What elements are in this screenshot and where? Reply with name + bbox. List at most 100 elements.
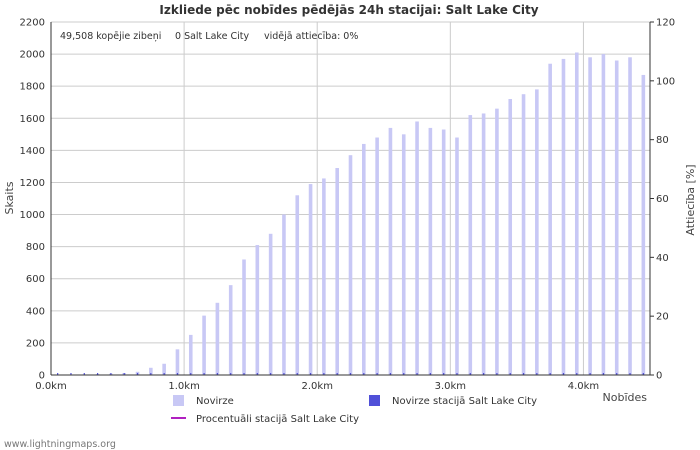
bar-novirze [375,137,379,375]
bar-station [376,373,378,375]
y-tick-label-left: 200 [26,338,45,349]
y-tick-label-right: 40 [656,253,669,264]
bars [55,52,646,376]
bar-novirze [455,137,459,375]
bar-novirze [322,178,326,375]
bar-novirze [188,334,193,375]
legend-swatch-novirze [173,395,184,406]
bar-novirze [441,129,446,375]
bar-station [642,373,644,375]
bar-station [150,373,152,375]
bar-novirze [401,134,406,375]
bar-station [70,373,72,375]
y-tick-label-left: 1000 [20,210,45,221]
y-tick-label-right: 0 [656,371,662,382]
bar-station [483,373,485,375]
bar-station [110,373,112,375]
bar-novirze [495,108,499,376]
legend-label-novirze: Novirze [196,396,234,407]
bar-novirze [149,367,153,375]
y-tick-label-left: 2000 [20,50,45,61]
bar-station [163,373,165,375]
y-tick-label-left: 600 [26,274,45,285]
info-station: 0 Salt Lake City [175,31,249,42]
y-tick-label-left: 1200 [20,178,45,189]
bar-station [456,373,458,375]
bar-novirze [348,155,353,375]
y-tick-label-right: 80 [656,135,669,146]
y-tick-label-right: 60 [656,194,669,205]
bar-novirze [268,233,273,375]
x-tick-label: 1.0km [168,381,199,392]
bar-station [536,373,538,375]
bar-novirze [282,214,286,375]
bar-station [509,373,511,375]
bar-station [469,373,471,375]
bar-station [83,373,85,375]
bar-novirze [202,315,206,375]
bar-station [243,373,245,375]
bar-novirze [508,99,513,375]
y-tick-label-left: 2200 [20,18,45,29]
ticks: 0200400600800100012001400160018002000220… [20,18,676,393]
footer-credit: www.lightningmaps.org [4,439,116,450]
bar-novirze [335,168,339,375]
legend: Novirze Novirze stacijā Salt Lake City P… [171,395,537,425]
bar-station [57,373,59,375]
y-tick-label-left: 1400 [20,146,45,157]
x-tick-label: 2.0km [302,381,333,392]
bar-novirze [548,63,552,376]
x-tick-label: 4.0km [568,381,599,392]
bar-novirze [428,127,433,376]
bar-novirze [628,57,632,376]
x-tick-label: 3.0km [435,381,466,392]
bar-station [283,373,285,375]
bar-station [96,373,99,375]
bar-station [602,373,605,375]
bar-station [616,373,618,375]
bar-station [256,373,258,375]
bar-station [429,373,431,375]
bar-novirze [614,60,619,375]
bar-station [309,373,312,375]
bar-station [216,373,218,375]
bar-station [576,373,578,375]
x-axis-label: Nobīdes [603,391,648,404]
bar-novirze [561,58,566,376]
y-tick-label-left: 400 [26,306,45,317]
info-ratio: vidējā attiecība: 0% [264,31,358,42]
bar-station [443,373,445,375]
bar-station [589,373,591,375]
bar-novirze [468,115,473,376]
bar-novirze [242,259,246,375]
x-tick-label: 0.0km [35,381,66,392]
bar-station [416,373,418,375]
bar-station [549,373,551,375]
bar-station [562,373,565,375]
chart-title: Izkliede pēc nobīdes pēdējās 24h stacija… [159,3,538,17]
bar-station [230,373,232,375]
bar-novirze [388,127,393,376]
bar-station [270,373,272,375]
bar-station [403,373,405,375]
bar-novirze [588,57,592,376]
bar-station [176,373,179,375]
y-tick-label-left: 800 [26,242,45,253]
bar-station [389,373,392,375]
bar-novirze [601,54,606,375]
bar-novirze [175,349,180,375]
y-tick-label-left: 0 [39,371,45,382]
bar-station [296,373,298,375]
bar-novirze [228,285,233,375]
y-tick-label-right: 100 [656,76,675,87]
bar-novirze [162,363,166,375]
bar-station [629,373,631,375]
bar-station [123,373,125,375]
bar-station [203,373,205,375]
bar-novirze [308,184,313,375]
bar-station [363,373,365,375]
y-tick-label-left: 1600 [20,114,45,125]
bar-novirze [641,74,646,375]
bar-novirze [481,113,486,375]
